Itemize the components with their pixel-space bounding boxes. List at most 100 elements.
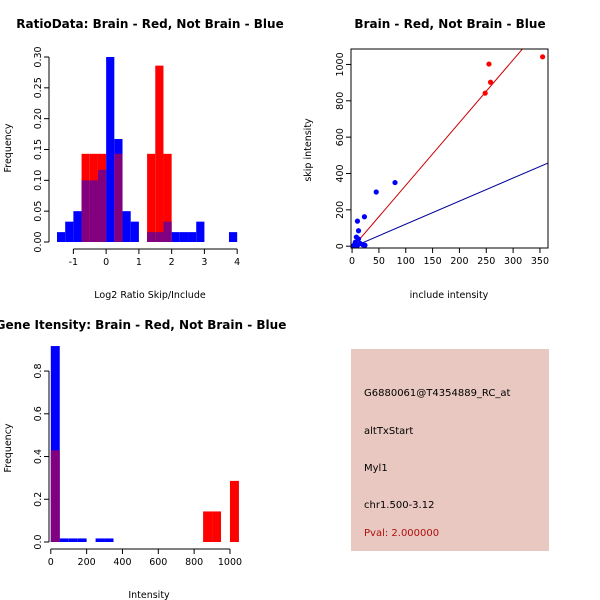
gene-x-tick-label: 0 <box>48 557 54 568</box>
gene-x-tick-label: 600 <box>149 557 167 568</box>
scatter-y-label: skip intensity <box>303 118 314 182</box>
gene-bar <box>59 538 69 542</box>
scatter-chart-title: Brain - Red, Not Brain - Blue <box>354 17 545 31</box>
ratio-x-tick-label: 3 <box>201 257 207 268</box>
ratio-x-tick-label: 1 <box>136 257 142 268</box>
pval-text: Pval: 2.000000 <box>364 528 439 539</box>
scatter-x-tick-label: 300 <box>504 256 522 267</box>
ratio-x-tick-label: 2 <box>169 257 175 268</box>
scatter-y-tick-label: 400 <box>335 164 346 182</box>
scatter-x-tick-label: 350 <box>531 256 549 267</box>
ratio-bar <box>57 232 66 242</box>
scatter-point <box>540 54 546 60</box>
ratio-y-label: Frequency <box>3 123 14 172</box>
ratio-bar <box>188 232 197 242</box>
scatter-point <box>350 243 356 249</box>
scatter-point <box>487 79 494 85</box>
scatter-x-tick-label: 250 <box>477 256 495 267</box>
gene-bars <box>50 346 239 542</box>
scatter-fit-line <box>351 162 548 248</box>
gene-y-tick-label: 0.6 <box>33 406 44 421</box>
ratio-overlap-bar <box>97 169 107 242</box>
ratio-x-label: Log2 Ratio Skip/Include <box>94 290 206 301</box>
gene-bar <box>229 480 239 542</box>
ratio-y-tick-label: 0.05 <box>33 201 44 222</box>
gene-y-tick-label: 0.0 <box>33 534 44 549</box>
ratio-chart-title: RatioData: Brain - Red, Not Brain - Blue <box>16 17 283 31</box>
ratio-y-tick-label: 0.25 <box>33 77 44 98</box>
ratio-x-tick-label: 4 <box>234 257 240 268</box>
gene-y-label: Frequency <box>3 423 14 472</box>
scatter-x-label: include intensity <box>410 290 489 301</box>
gene-bar <box>50 346 60 542</box>
ratio-bar <box>196 221 205 242</box>
ratio-overlap-bar <box>89 180 98 242</box>
gene-x-label: Intensity <box>128 590 170 600</box>
ratio-overlap-bar <box>81 180 90 242</box>
scatter-y-tick-label: 1000 <box>335 52 346 76</box>
ratio-overlap-bar <box>163 221 172 242</box>
ratio-bar <box>122 211 131 242</box>
gene-bar <box>95 538 105 542</box>
scatter-x-tick-label: 100 <box>397 256 415 267</box>
scatter-panel: Brain - Red, Not Brain - Blue 0 50 100 150 2… <box>303 17 549 301</box>
ratio-y-tick-label: 0.10 <box>33 170 44 191</box>
scatter-point <box>354 218 361 224</box>
gene-overlap-bar <box>50 450 60 542</box>
gene-bar <box>203 511 213 542</box>
gene-bar <box>104 538 114 542</box>
scatter-point <box>355 228 362 234</box>
ratio-bar <box>155 65 164 242</box>
ratio-y-tick-label: 0.30 <box>33 46 44 67</box>
gene-y-tick-label: 0.4 <box>33 449 44 464</box>
ratio-bar <box>106 57 115 242</box>
gene-axes: 0 200 400 600 800 1000 0.0 0.2 0.4 0.6 0.8 <box>33 363 242 568</box>
ratio-bar <box>130 221 139 242</box>
ratio-bar <box>65 221 74 242</box>
gene-intensity-panel: Gene Itensity: Brain - Red, Not Brain - … <box>0 318 286 600</box>
gene-name-text: Myl1 <box>364 463 388 474</box>
scatter-axes: 0 50 100 150 200 250 300 350 0 200 400 600 800 1000 <box>335 52 549 267</box>
ratio-y-tick-label: 0.15 <box>33 139 44 160</box>
gene-bar <box>77 538 87 542</box>
ratio-y-tick-label: 0.20 <box>33 108 44 129</box>
location-text: chr1.500-3.12 <box>364 500 434 511</box>
scatter-point <box>482 90 488 96</box>
scatter-x-tick-label: 0 <box>349 256 355 267</box>
scatter-points <box>350 54 546 249</box>
ratio-overlap-bar <box>147 232 156 242</box>
scatter-y-tick-label: 200 <box>335 201 346 219</box>
gene-x-tick-label: 800 <box>185 557 203 568</box>
ratio-x-tick-label: -1 <box>69 257 78 268</box>
ratio-axes: -1 0 1 2 3 4 0.00 0.05 0.10 0.15 0.20 0.25 0.30 <box>33 46 240 268</box>
scatter-fit-lines <box>351 49 548 248</box>
ratio-bar <box>171 232 180 242</box>
ratio-x-tick-label: 0 <box>103 257 109 268</box>
gene-y-tick-label: 0.2 <box>33 492 44 507</box>
gene-x-tick-label: 400 <box>113 557 131 568</box>
scatter-x-tick-label: 50 <box>373 256 385 267</box>
gene-x-tick-label: 1000 <box>218 557 242 568</box>
ratio-bar <box>179 232 189 242</box>
ratio-bar <box>163 153 172 242</box>
scatter-y-tick-label: 600 <box>335 128 346 146</box>
info-panel-background <box>351 349 549 551</box>
scatter-point <box>373 189 379 195</box>
scatter-point <box>486 61 492 67</box>
ratio-bars <box>57 57 238 242</box>
scatter-y-tick-label: 800 <box>335 92 346 110</box>
info-panel: G6880061@T4354889_RC_at altTxStart Myl1 … <box>351 349 549 551</box>
scatter-point <box>355 236 362 242</box>
ratio-y-tick-label: 0.00 <box>33 231 44 252</box>
ratio-histogram-panel: RatioData: Brain - Red, Not Brain - Blue… <box>3 17 284 301</box>
scatter-x-tick-label: 150 <box>424 256 442 267</box>
ratio-bar <box>73 211 82 242</box>
scatter-point <box>361 214 368 220</box>
ratio-bar <box>147 153 156 242</box>
ratio-overlap-bar <box>155 232 164 242</box>
ratio-bar <box>228 232 238 242</box>
gene-chart-title: Gene Itensity: Brain - Red, Not Brain - … <box>0 318 286 332</box>
probe-id-text: G6880061@T4354889_RC_at <box>364 388 510 399</box>
scatter-y-tick-label: 0 <box>335 243 346 249</box>
